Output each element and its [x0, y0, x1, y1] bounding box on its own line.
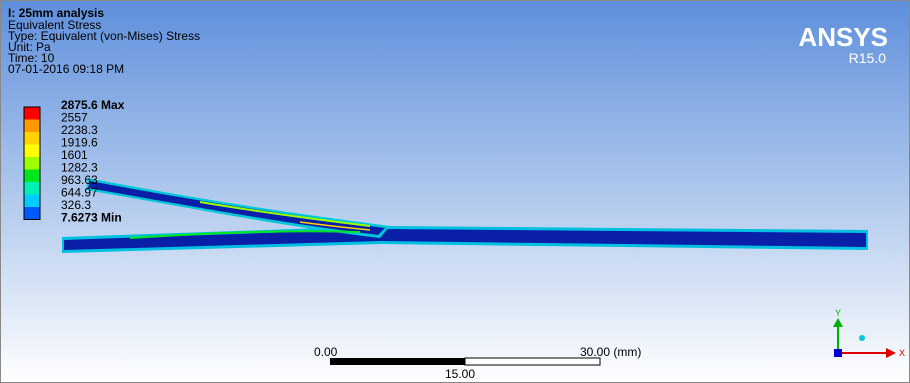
y-label: Y — [835, 308, 841, 318]
iso-ball — [859, 335, 865, 341]
logo: ANSYS — [798, 22, 888, 52]
legend-color — [24, 157, 40, 170]
scale-mid: 15.00 — [445, 367, 475, 381]
legend-color — [24, 195, 40, 208]
legend-min: 7.6273 Min — [61, 211, 122, 225]
x-label: X — [899, 348, 905, 358]
legend-color — [24, 207, 40, 220]
legend-color — [24, 107, 40, 120]
z-axis — [834, 349, 842, 357]
header-line: 07-01-2016 09:18 PM — [8, 62, 124, 76]
legend-color — [24, 145, 40, 158]
legend-color — [24, 120, 40, 133]
scale-bar-dark — [330, 358, 465, 365]
legend-color — [24, 182, 40, 195]
scale-start: 0.00 — [314, 345, 338, 359]
viewport: I: 25mm analysis Equivalent StressType: … — [0, 0, 910, 383]
scale-end: 30.00 (mm) — [580, 345, 641, 359]
scale-bar-light — [465, 358, 600, 365]
legend-color — [24, 132, 40, 145]
legend-color — [24, 170, 40, 183]
version: R15.0 — [849, 50, 887, 66]
